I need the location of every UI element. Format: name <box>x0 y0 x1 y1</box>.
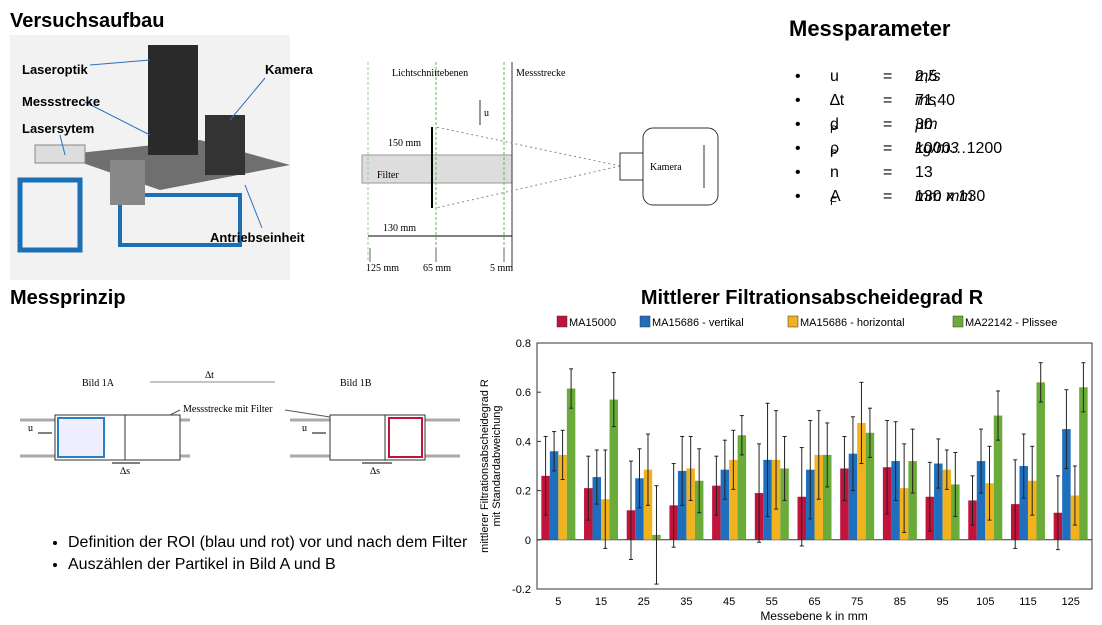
x-tick-label: 115 <box>1019 596 1037 608</box>
symbol: d <box>830 116 839 134</box>
schematic-label: 130 mm <box>383 223 416 234</box>
y-tick-label: 0.6 <box>516 387 531 399</box>
parameter-value: 71,40 ms <box>915 92 936 110</box>
schematic-label: u <box>484 108 489 119</box>
x-tick-label: 65 <box>808 596 820 608</box>
setup-title: Versuchsaufbau <box>10 10 165 33</box>
principle-title: Messprinzip <box>10 287 126 310</box>
equals: = <box>883 116 892 134</box>
legend-label: MA22142 - Plissee <box>965 317 1057 329</box>
schematic-label: 150 mm <box>388 138 421 149</box>
symbol: u <box>830 68 839 86</box>
value: 13 <box>915 164 933 182</box>
schematic-label: 65 mm <box>423 263 451 274</box>
setup-label: Antriebseinheit <box>210 230 305 245</box>
value: 71,40 <box>915 92 955 110</box>
bullet-marker: • <box>795 68 801 86</box>
principle-label: ∆s <box>370 466 380 477</box>
principle-label: Bild 1B <box>340 378 372 389</box>
y-axis-label: mittlerer Filtrationsabscheidegrad R <box>479 379 491 553</box>
parameter-value: 30 µm <box>915 116 938 134</box>
legend-label: MA15000 <box>569 317 616 329</box>
parameter-value: 1000…1200 kg/m3 <box>915 140 959 158</box>
x-tick-label: 85 <box>894 596 906 608</box>
value: 1000…1200 <box>915 140 1002 158</box>
bar <box>567 389 576 540</box>
x-tick-label: 5 <box>555 596 561 608</box>
setup-label: Lasersytem <box>22 121 94 136</box>
parameter-symbol: ρP <box>830 140 837 160</box>
bullet: Definition der ROI (blau und rot) vor un… <box>68 532 508 554</box>
value2: x 130 <box>946 188 985 206</box>
setup-label: Kamera <box>265 62 313 77</box>
bullet: Auszählen der Partikel in Bild A und B <box>68 554 508 576</box>
value: 2,5 <box>915 68 937 86</box>
x-tick-label: 25 <box>638 596 650 608</box>
symbol: n <box>830 164 839 182</box>
x-tick-label: 95 <box>936 596 948 608</box>
bar <box>1036 382 1045 539</box>
schematic-label: 5 mm <box>490 263 513 274</box>
x-tick-label: 125 <box>1061 596 1079 608</box>
principle-label: Messstrecke mit Filter <box>183 404 273 415</box>
setup-label: Laseroptik <box>22 62 89 77</box>
schematic-label: Messstrecke <box>516 68 566 79</box>
equals: = <box>883 164 892 182</box>
equals: = <box>883 140 892 158</box>
x-tick-label: 55 <box>766 596 778 608</box>
bullet-marker: • <box>795 116 801 134</box>
x-tick-label: 15 <box>595 596 607 608</box>
bullet-marker: • <box>795 188 801 206</box>
params-title: Messparameter <box>789 16 950 42</box>
legend-label: MA15686 - horizontal <box>800 317 905 329</box>
x-tick-label: 105 <box>976 596 994 608</box>
schematic-label: Lichtschnittebenen <box>392 68 468 79</box>
principle-label: ∆t <box>205 370 214 381</box>
legend-swatch <box>557 316 567 327</box>
y-tick-label: 0.4 <box>516 436 531 448</box>
y-tick-label: 0.2 <box>516 486 531 498</box>
y-tick-label: 0.8 <box>516 338 531 350</box>
setup-label: Messstrecke <box>22 94 100 109</box>
value: 130 <box>915 188 942 206</box>
legend-label: MA15686 - vertikal <box>652 317 744 329</box>
parameter-value: 2,5 m/s <box>915 68 941 86</box>
principle-label: ∆s <box>120 466 130 477</box>
x-tick-label: 35 <box>680 596 692 608</box>
symbol: A <box>830 188 841 206</box>
value: 30 <box>915 116 933 134</box>
y-axis-label: mit Standardabweichung <box>491 405 503 526</box>
equals: = <box>883 92 892 110</box>
symbol: ∆t <box>830 92 844 110</box>
principle-label: u <box>28 423 33 434</box>
bullet-marker: • <box>795 164 801 182</box>
equals: = <box>883 68 892 86</box>
principle-diagram <box>20 382 460 463</box>
bullet-marker: • <box>795 92 801 110</box>
schematic-label: Filter <box>377 170 399 181</box>
x-axis-label: Messebene k in mm <box>760 609 867 623</box>
legend-swatch <box>640 316 650 327</box>
principle-label: Bild 1A <box>82 378 115 389</box>
y-tick-label: 0 <box>525 535 531 547</box>
x-tick-label: 75 <box>851 596 863 608</box>
schematic-label: 125 mm <box>366 263 399 274</box>
parameter-value: 130 mm x 130 mm <box>915 188 973 206</box>
bullet-marker: • <box>795 140 801 158</box>
slide: Laseroptik Messstrecke Lasersytem Kamera… <box>0 0 1102 625</box>
schematic-label: Kamera <box>650 162 682 173</box>
legend-swatch <box>788 316 798 327</box>
principle-label: u <box>302 423 307 434</box>
y-tick-label: -0.2 <box>512 584 531 596</box>
equals: = <box>883 188 892 206</box>
chart-title: Mittlerer Filtrationsabscheidegrad R <box>641 287 984 309</box>
symbol: ρ <box>830 140 839 158</box>
legend-swatch <box>953 316 963 327</box>
x-tick-label: 45 <box>723 596 735 608</box>
principle-bullets: Definition der ROI (blau und rot) vor un… <box>30 532 508 576</box>
